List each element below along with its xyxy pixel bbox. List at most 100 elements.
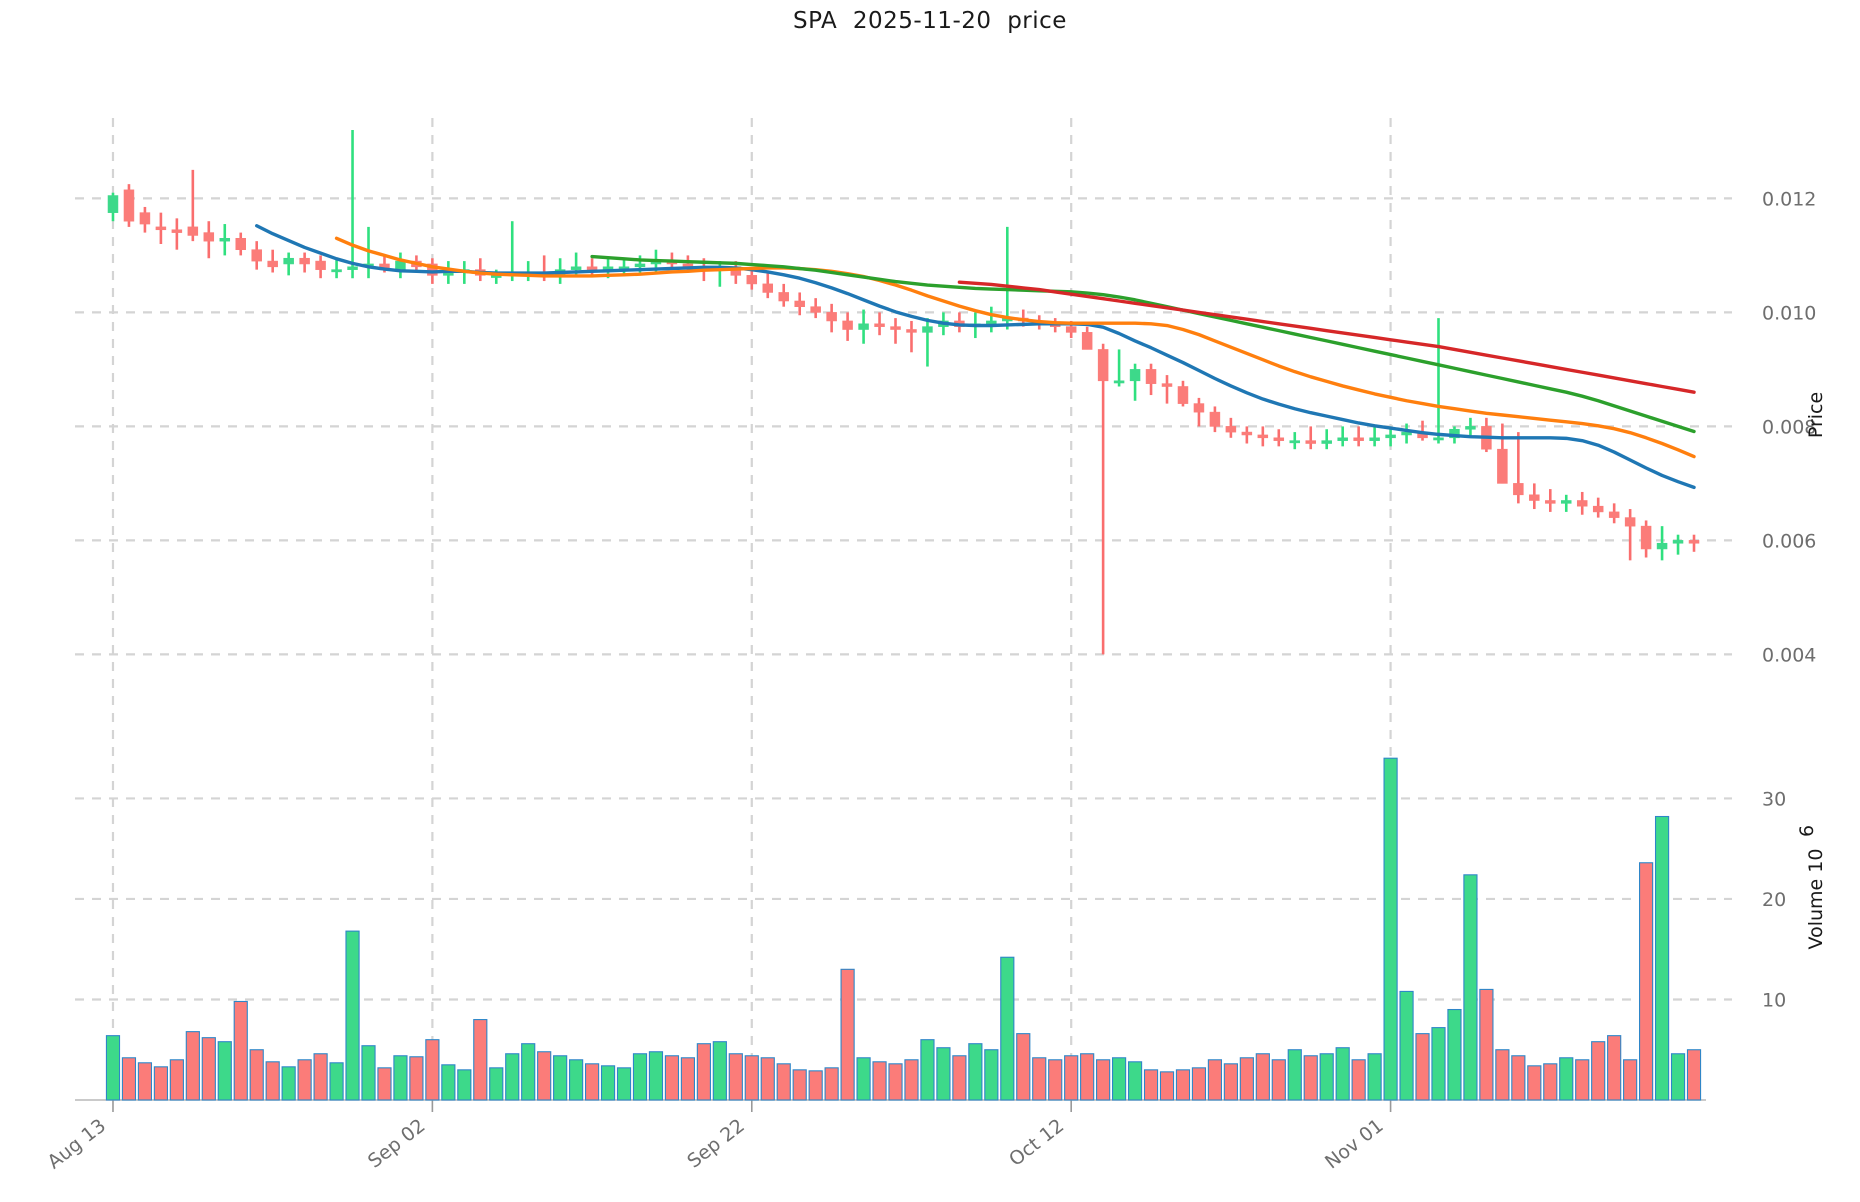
candlestick	[1608, 503, 1620, 524]
candlestick	[1113, 349, 1125, 387]
svg-text:6: 6	[1796, 825, 1818, 837]
volume-bar	[1096, 1059, 1111, 1101]
candlestick	[1624, 509, 1636, 561]
candlestick	[1672, 534, 1684, 555]
volume-bar	[1591, 1041, 1606, 1101]
volume-bar	[936, 1047, 951, 1101]
volume-bar	[968, 1043, 983, 1101]
volume-bar	[1207, 1059, 1223, 1101]
volume-bar	[1383, 757, 1398, 1101]
candlestick	[1688, 534, 1700, 552]
volume-bar	[1511, 1055, 1526, 1101]
candlestick	[1592, 497, 1604, 518]
candlestick	[890, 318, 901, 344]
volume-bar	[553, 1055, 568, 1101]
volume-bar	[888, 1063, 903, 1101]
volume-bar	[1159, 1071, 1175, 1101]
candlestick	[203, 221, 215, 259]
candlestick	[1081, 326, 1093, 350]
candlestick	[1513, 432, 1524, 504]
candlestick	[1561, 494, 1572, 512]
volume-tick-label: 30	[1762, 788, 1786, 810]
volume-bar	[1111, 1057, 1127, 1101]
volume-bar	[329, 1062, 344, 1101]
candlestick	[1129, 363, 1141, 401]
volume-bar	[616, 1067, 632, 1101]
candlestick	[906, 320, 917, 353]
volume-bar	[760, 1057, 775, 1101]
candlestick	[155, 212, 167, 244]
volume-bar	[952, 1055, 967, 1101]
volume-bar	[1415, 1033, 1430, 1101]
volume-bar	[1447, 1008, 1462, 1101]
volume-bar	[1143, 1069, 1159, 1101]
volume-bar	[1032, 1057, 1047, 1101]
ma-line-ma_xlong	[957, 280, 1696, 394]
volume-bar	[441, 1064, 456, 1101]
volume-bar	[217, 1041, 232, 1101]
volume-bar	[281, 1066, 296, 1101]
price-tick-label: 0.006	[1762, 530, 1816, 552]
candlestick	[1433, 318, 1444, 444]
candlestick	[139, 206, 151, 233]
volume-bar	[425, 1039, 440, 1101]
volume-bar	[632, 1053, 648, 1101]
volume-bar	[313, 1053, 328, 1101]
volume-bar	[1335, 1047, 1350, 1101]
volume-bar	[984, 1049, 999, 1101]
volume-bar	[1479, 988, 1494, 1101]
volume-bar	[105, 1035, 121, 1101]
volume-bar	[345, 930, 360, 1101]
candlestick	[1289, 432, 1301, 450]
volume-bar	[1239, 1057, 1254, 1101]
volume-bar	[1575, 1059, 1590, 1101]
candlestick	[522, 261, 534, 282]
volume-bar	[201, 1037, 216, 1101]
x-tick-label: Sep 02	[364, 1115, 430, 1173]
candlestick	[746, 269, 758, 290]
candlestick	[1545, 489, 1556, 512]
candlestick	[1209, 406, 1221, 433]
volume-bar	[137, 1062, 153, 1101]
price-axis-label: Price	[1805, 392, 1827, 438]
candlestick	[1529, 483, 1540, 510]
candlestick	[123, 184, 135, 227]
candlestick	[1321, 429, 1332, 450]
candlestick	[1481, 417, 1492, 453]
candlestick	[842, 312, 853, 341]
candlestick	[810, 298, 821, 319]
candlestick	[251, 241, 262, 270]
volume-bar	[1670, 1053, 1686, 1101]
volume-bar	[489, 1067, 504, 1101]
volume-bar	[904, 1059, 919, 1101]
volume-bar	[1080, 1053, 1095, 1101]
candlestick	[1241, 426, 1253, 444]
volume-bar	[1543, 1063, 1558, 1101]
price-tick-label: 0.004	[1762, 644, 1816, 666]
volume-bar	[1367, 1053, 1382, 1101]
volume-bar	[537, 1051, 552, 1101]
volume-bar	[1303, 1055, 1318, 1101]
volume-bar	[1191, 1067, 1207, 1101]
candlestick	[1161, 375, 1173, 404]
candlestick	[778, 283, 789, 307]
candlestick	[1465, 417, 1476, 438]
volume-bar	[776, 1063, 791, 1101]
volume-bar	[121, 1057, 137, 1101]
volume-bar	[696, 1043, 711, 1101]
volume-bar	[1255, 1053, 1270, 1101]
candlestick	[618, 258, 630, 276]
candlestick	[794, 292, 805, 316]
candlestick	[475, 258, 486, 282]
ma-line-ma_short	[255, 224, 1696, 490]
candlestick	[107, 192, 119, 222]
volume-bar	[728, 1053, 743, 1101]
volume-bar	[872, 1061, 887, 1101]
candlestick	[299, 252, 310, 273]
volume-bar	[1319, 1053, 1334, 1101]
volume-bar	[1048, 1059, 1063, 1101]
volume-bar	[1287, 1049, 1302, 1101]
candlestick	[1305, 426, 1316, 450]
volume-bar	[185, 1031, 200, 1101]
